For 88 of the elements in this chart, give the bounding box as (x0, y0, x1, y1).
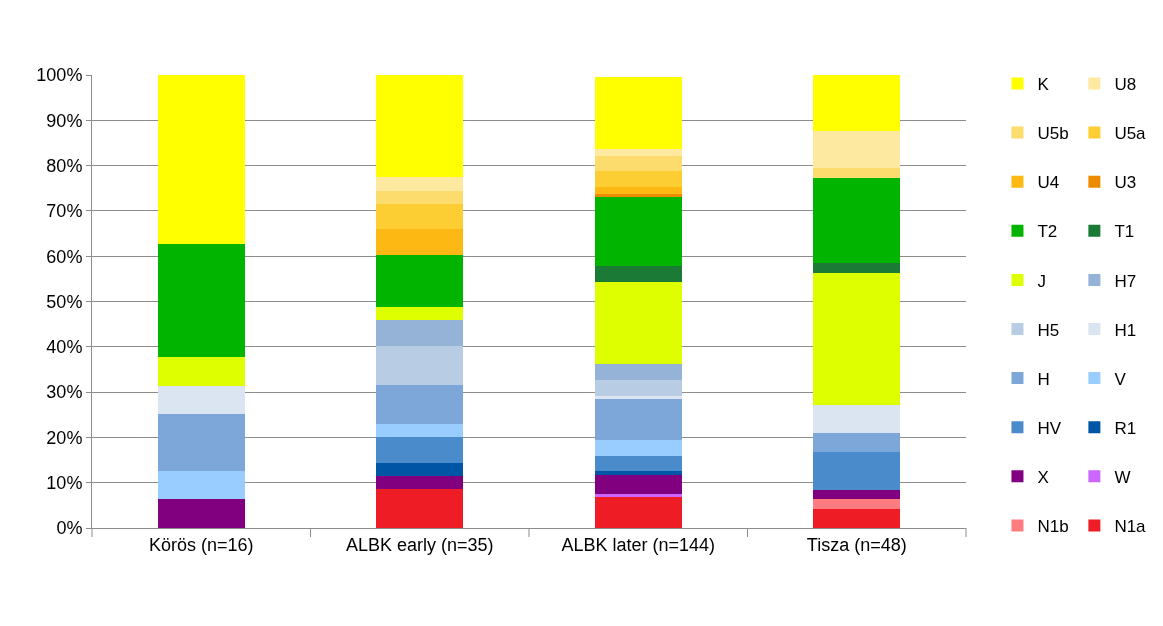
legend-label: K (1037, 75, 1050, 95)
legend-label: H5 (1037, 320, 1060, 340)
y-tick-label: 20% (46, 427, 83, 448)
legend-label: HV (1037, 418, 1062, 438)
legend-label: U8 (1114, 75, 1137, 95)
bar (813, 177, 901, 263)
y-tick-label: 80% (46, 155, 83, 176)
legend-label: T2 (1037, 222, 1058, 242)
bar (594, 187, 682, 194)
bar (594, 493, 682, 497)
bar (157, 357, 245, 386)
legend-label: N1b (1037, 517, 1069, 537)
bar (376, 306, 464, 321)
bar (594, 395, 682, 399)
bar (376, 475, 464, 490)
bar (376, 75, 464, 178)
bar (594, 379, 682, 396)
bar (813, 508, 901, 528)
bar (813, 75, 901, 131)
y-tick-label: 90% (46, 110, 83, 131)
bar (813, 452, 901, 490)
y-tick-label: 60% (46, 246, 83, 267)
bar (157, 470, 245, 500)
y-tick-label: 0% (56, 518, 83, 539)
bar (376, 190, 464, 204)
legend-label: X (1037, 467, 1049, 487)
legend-label: H1 (1114, 320, 1137, 340)
y-tick-label: 100% (36, 65, 83, 86)
bar (813, 168, 901, 178)
legend-label: W (1114, 467, 1131, 487)
legend-label: J (1037, 271, 1046, 291)
y-tick-label: 70% (46, 201, 83, 222)
bar (594, 364, 682, 380)
x-tick-label: Körös (n=16) (148, 534, 254, 555)
legend-label: U5a (1114, 124, 1147, 144)
bar (594, 474, 682, 494)
bar (813, 130, 901, 169)
legend-label: N1a (1114, 517, 1147, 537)
bar (157, 75, 245, 244)
bar (376, 203, 464, 230)
bar (594, 439, 682, 456)
legend-label: T1 (1114, 222, 1135, 242)
bar (376, 423, 464, 437)
bar (594, 455, 682, 472)
bar (594, 266, 682, 283)
x-tick-label: ALBK later (n=144) (561, 534, 716, 555)
bar (157, 385, 245, 415)
bar (594, 171, 682, 188)
y-tick-label: 30% (46, 382, 83, 403)
y-tick-label: 10% (46, 473, 83, 493)
bar (594, 196, 682, 267)
bar (594, 149, 682, 156)
y-tick-label: 50% (46, 291, 83, 312)
bar (157, 499, 245, 528)
x-tick-label: ALBK early (n=35) (345, 534, 494, 555)
bar (376, 320, 464, 346)
bar (813, 489, 901, 500)
legend-label: H7 (1114, 271, 1137, 291)
x-tick-label: Tisza (n=48) (806, 534, 907, 555)
bar (594, 76, 682, 150)
bar (376, 436, 464, 463)
bar (594, 471, 682, 475)
bar (594, 398, 682, 440)
bar (813, 499, 901, 509)
bar (813, 262, 901, 273)
legend-label: U4 (1037, 173, 1060, 193)
bar (376, 489, 464, 528)
bar (376, 345, 464, 385)
bar (594, 193, 682, 197)
bar (376, 384, 464, 424)
legend-label: R1 (1114, 418, 1137, 438)
bar (594, 282, 682, 365)
bar (813, 272, 901, 405)
bar (376, 177, 464, 191)
bar (813, 433, 901, 453)
legend-label: V (1114, 369, 1127, 389)
bar (813, 404, 901, 434)
bar (594, 155, 682, 172)
bar (157, 414, 245, 471)
legend-label: H (1037, 369, 1050, 389)
legend-label: U3 (1114, 173, 1137, 193)
y-tick-label: 40% (46, 337, 83, 358)
bar (157, 243, 245, 358)
bar (594, 496, 682, 528)
legend-label: U5b (1037, 124, 1069, 144)
bar (376, 255, 464, 307)
bar (376, 462, 464, 476)
bar (376, 229, 464, 256)
